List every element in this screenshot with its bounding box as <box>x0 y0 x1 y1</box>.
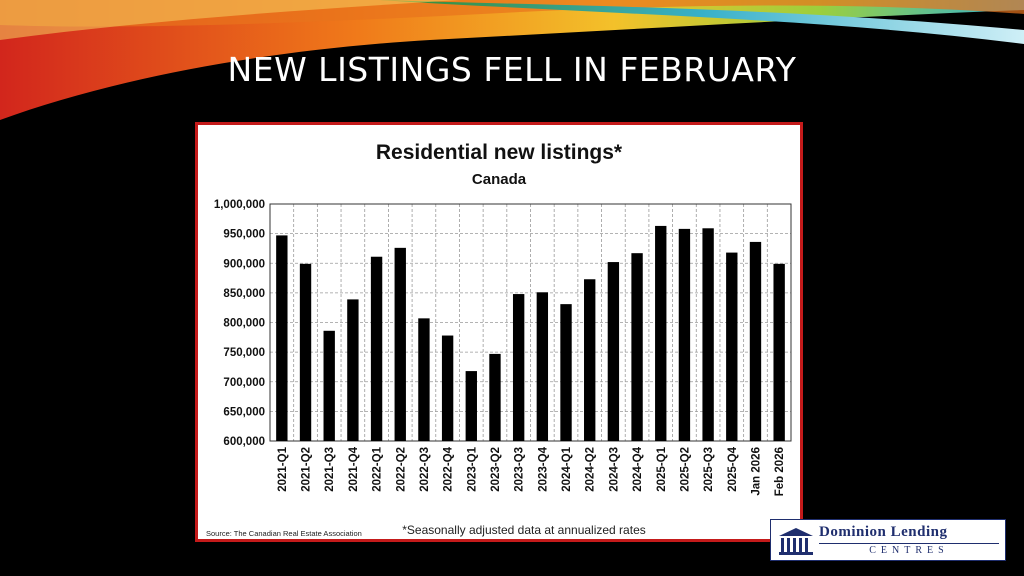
bar <box>418 318 430 441</box>
bar <box>465 371 477 441</box>
decorative-swoosh <box>0 0 1024 120</box>
chart-title: Residential new listings* <box>375 141 623 164</box>
y-tick-label: 600,000 <box>223 436 265 448</box>
bar <box>299 263 312 441</box>
x-tick-label: 2023-Q3 <box>514 447 526 492</box>
bar <box>347 299 359 441</box>
logo-rule <box>819 543 999 544</box>
y-tick-label: 1,000,000 <box>214 199 265 211</box>
y-tick-label: 750,000 <box>223 347 265 359</box>
chart-source: Source: The Canadian Real Estate Associa… <box>206 529 362 538</box>
x-tick-label: 2021-Q4 <box>348 446 360 491</box>
x-tick-label: 2024-Q3 <box>608 447 620 492</box>
x-tick-label: 2025-Q4 <box>727 446 739 491</box>
x-tick-label: 2023-Q4 <box>537 446 549 491</box>
bar <box>631 253 643 441</box>
y-tick-label: 700,000 <box>223 377 265 389</box>
bar <box>323 330 335 441</box>
x-tick-label: 2025-Q2 <box>679 447 691 492</box>
bar <box>584 279 596 441</box>
bar-chart: 600,000 650,000 700,000 750,000 800,000 850,0… <box>214 199 792 496</box>
y-tick-label: 900,000 <box>223 258 265 270</box>
x-tick-label: Jan 2026 <box>750 447 762 496</box>
x-tick-label: 2025-Q3 <box>703 447 715 492</box>
x-tick-label: 2021-Q2 <box>301 447 313 492</box>
y-tick-label: 800,000 <box>223 318 265 330</box>
bar <box>749 241 762 441</box>
bar <box>441 335 454 441</box>
x-tick-label: 2024-Q1 <box>561 446 573 491</box>
plot-frame <box>269 203 792 442</box>
x-tick-label: 2022-Q1 <box>372 446 384 491</box>
chart-panel: 600,000 650,000 700,000 750,000 800,000 850,0… <box>195 122 803 542</box>
y-tick-label: 950,000 <box>223 229 265 241</box>
x-tick-label: 2025-Q1 <box>656 446 668 491</box>
bar <box>560 304 572 441</box>
logo-line2: CENTRES <box>869 545 949 556</box>
x-tick-label: 2021-Q1 <box>277 446 289 491</box>
bar <box>394 247 406 441</box>
bar <box>702 228 714 441</box>
x-tick-label: 2021-Q3 <box>324 447 336 492</box>
bar <box>678 228 691 441</box>
x-tick-label: 2024-Q4 <box>632 446 644 491</box>
bar <box>489 353 501 441</box>
x-tick-label: 2023-Q2 <box>490 447 502 492</box>
slide-title: NEW LISTINGS FELL IN FEBRUARY <box>227 50 797 89</box>
x-tick-label: 2022-Q2 <box>395 447 407 492</box>
bar <box>512 294 525 441</box>
x-tick-label: 2022-Q4 <box>443 446 455 491</box>
bar <box>726 252 738 441</box>
bar <box>536 292 549 441</box>
x-tick-label: 2022-Q3 <box>419 447 431 492</box>
y-tick-label: 650,000 <box>223 406 265 418</box>
x-tick-label: 2024-Q2 <box>585 447 597 492</box>
bar <box>607 262 620 441</box>
building-icon <box>779 528 813 555</box>
bar <box>773 263 785 441</box>
logo-line1: Dominion Lending <box>819 524 948 540</box>
chart-footnote: *Seasonally adjusted data at annualized … <box>402 523 646 537</box>
chart-subtitle: Canada <box>471 171 527 188</box>
bar <box>370 256 383 441</box>
dominion-lending-logo: Dominion Lending CENTRES <box>770 519 1006 561</box>
x-tick-label: Feb 2026 <box>774 447 786 496</box>
bar <box>655 225 667 441</box>
bar <box>276 235 288 441</box>
x-tick-label: 2023-Q1 <box>466 446 478 491</box>
y-tick-label: 850,000 <box>223 288 265 300</box>
